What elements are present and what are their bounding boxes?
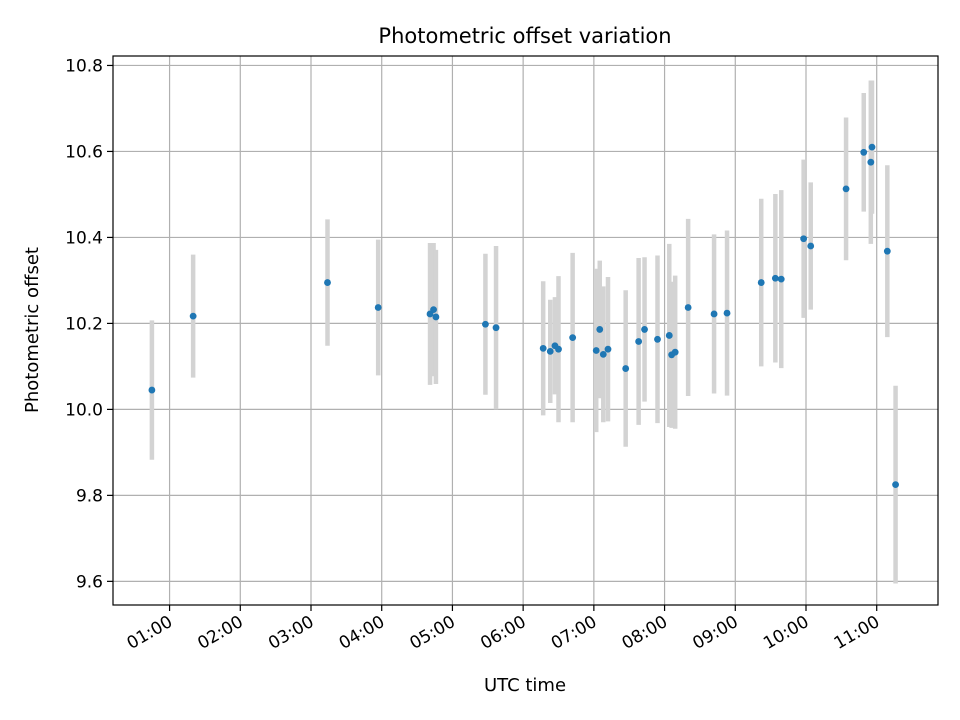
data-point xyxy=(635,338,643,345)
data-point xyxy=(671,348,679,356)
data-point xyxy=(189,312,197,320)
x-tick-label: 02:00 xyxy=(194,612,246,654)
data-point xyxy=(654,335,661,343)
data-point xyxy=(883,247,891,255)
data-point xyxy=(492,324,500,332)
x-tick-label: 10:00 xyxy=(760,612,812,654)
chart-title: Photometric offset variation xyxy=(378,24,671,48)
y-tick-label: 10.6 xyxy=(65,142,103,162)
data-point xyxy=(800,235,808,243)
data-point xyxy=(604,345,612,353)
grid-lines xyxy=(113,56,938,605)
data-point xyxy=(641,326,648,333)
y-tick-label: 10.0 xyxy=(65,400,103,420)
data-point xyxy=(432,313,440,321)
data-point xyxy=(148,386,156,394)
data-point xyxy=(860,148,868,156)
x-tick-label: 09:00 xyxy=(689,612,741,654)
x-tick-label: 11:00 xyxy=(831,612,883,654)
plot-frame xyxy=(112,55,939,606)
data-point xyxy=(596,326,604,333)
data-point xyxy=(546,347,554,355)
data-point xyxy=(867,158,875,166)
x-axis-label: UTC time xyxy=(484,675,566,696)
data-point xyxy=(868,143,876,151)
data-point xyxy=(723,309,731,317)
y-tick-label: 10.8 xyxy=(65,56,103,76)
data-point xyxy=(555,345,562,353)
data-point xyxy=(622,365,630,372)
data-point xyxy=(539,344,547,352)
data-point xyxy=(757,279,765,286)
data-point xyxy=(374,304,382,311)
x-tick-label: 08:00 xyxy=(619,612,671,654)
data-point xyxy=(665,332,673,339)
data-point xyxy=(710,310,718,318)
data-point xyxy=(482,320,489,328)
y-tick-label: 10.4 xyxy=(65,228,103,248)
x-tick-label: 03:00 xyxy=(265,612,317,654)
x-tick-label: 06:00 xyxy=(477,612,529,654)
data-point xyxy=(842,185,850,193)
data-point xyxy=(892,481,899,489)
data-point xyxy=(324,279,331,286)
data-point xyxy=(599,350,607,358)
data-points xyxy=(148,143,899,489)
data-point xyxy=(592,347,600,354)
data-point xyxy=(684,304,692,311)
y-tick-label: 10.2 xyxy=(65,314,103,334)
data-point xyxy=(430,306,437,314)
y-tick-label: 9.8 xyxy=(76,486,103,506)
y-tick-label: 9.6 xyxy=(76,572,103,592)
data-point xyxy=(569,334,577,341)
x-tick-label: 04:00 xyxy=(336,612,388,654)
data-point xyxy=(807,242,815,250)
data-point xyxy=(771,274,779,282)
y-axis-ticks: 9.6 9.8 10.0 10.2 10.4 10.6 10.8 xyxy=(65,56,113,592)
x-tick-label: 07:00 xyxy=(548,612,600,654)
data-point xyxy=(777,275,785,283)
x-tick-label: 01:00 xyxy=(124,612,176,654)
x-tick-label: 05:00 xyxy=(406,612,458,654)
y-axis-label: Photometric offset xyxy=(22,247,43,413)
x-axis-ticks: 01:00 02:00 03:00 04:00 05:00 06:00 07:00 08:00… xyxy=(124,605,883,654)
